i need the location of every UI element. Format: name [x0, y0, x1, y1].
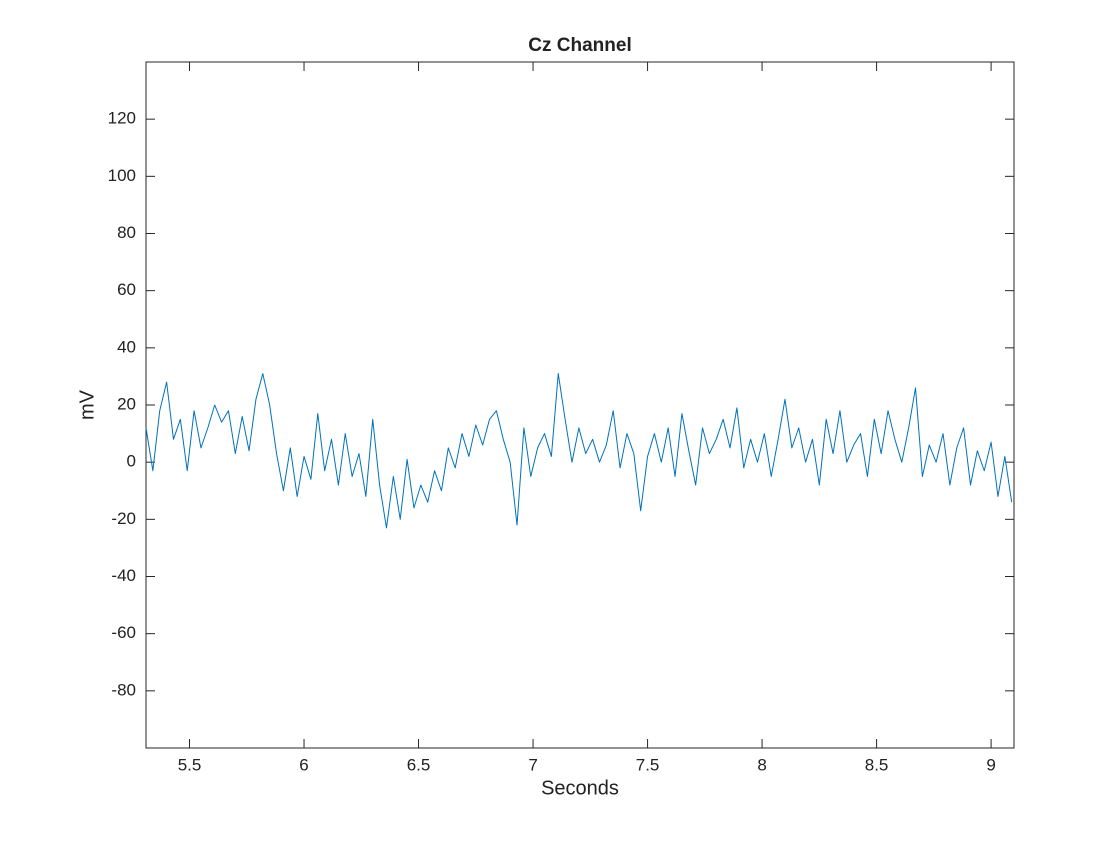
y-tick-label: 0 — [127, 452, 136, 471]
signal-line — [145, 373, 1013, 529]
y-tick-label: -60 — [111, 623, 136, 642]
y-tick-label: 20 — [117, 394, 136, 413]
y-axis-label: mV — [76, 389, 98, 420]
y-tick-label: -20 — [111, 509, 136, 528]
y-tick-label: -40 — [111, 566, 136, 585]
y-tick-label: -80 — [111, 680, 136, 699]
x-tick-label: 8.5 — [865, 755, 889, 774]
x-tick-label: 8 — [757, 755, 766, 774]
plot-box — [145, 61, 1015, 749]
x-tick-label: 5.5 — [178, 755, 202, 774]
x-tick-label: 6.5 — [407, 755, 431, 774]
x-tick-label: 7.5 — [636, 755, 660, 774]
x-axis-label: Seconds — [541, 777, 619, 799]
y-tick-label: 100 — [108, 166, 136, 185]
y-tick-label: 40 — [117, 337, 136, 356]
x-tick-label: 9 — [986, 755, 995, 774]
y-tick-label: 80 — [117, 223, 136, 242]
chart-title: Cz Channel — [528, 35, 631, 56]
y-tick-label: 120 — [108, 109, 136, 128]
x-tick-label: 6 — [299, 755, 308, 774]
x-tick-label: 7 — [528, 755, 537, 774]
y-tick-label: 60 — [117, 280, 136, 299]
